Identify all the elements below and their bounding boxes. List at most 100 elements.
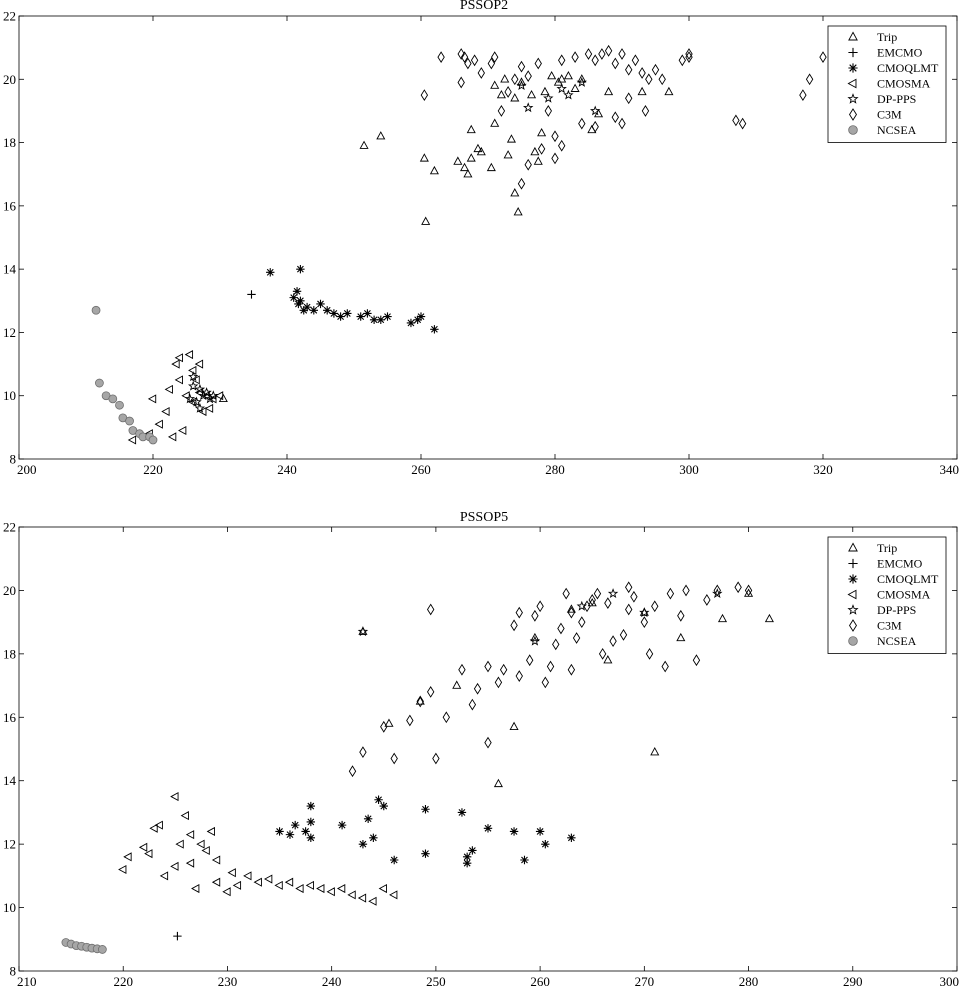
data-point: [218, 393, 228, 403]
x-tick-label: 280: [545, 462, 565, 477]
data-point: [306, 817, 316, 827]
data-point: [206, 826, 215, 836]
y-tick-label: 18: [3, 646, 16, 661]
data-point: [515, 606, 523, 619]
data-point: [625, 581, 633, 594]
data-point: [170, 861, 179, 871]
legend-box: [827, 536, 947, 654]
data-point: [174, 375, 183, 385]
data-point: [323, 306, 332, 315]
data-point: [337, 820, 347, 830]
data-point: [531, 609, 539, 622]
data-point: [510, 93, 520, 102]
data-point: [557, 622, 565, 635]
data-point: [185, 858, 195, 868]
legend-label: CMOSMA: [877, 588, 931, 602]
legend-marker: [848, 47, 858, 58]
data-point: [805, 73, 814, 86]
data-point: [458, 663, 466, 676]
data-point: [144, 849, 153, 859]
data-point: [563, 89, 574, 100]
data-point: [378, 884, 387, 894]
legend-box: [827, 25, 947, 143]
data-point: [676, 632, 686, 642]
data-point: [473, 682, 482, 695]
data-point: [227, 868, 236, 878]
legend-marker: [848, 636, 858, 646]
data-point: [175, 839, 184, 849]
data-point: [732, 114, 740, 127]
data-point: [263, 874, 273, 884]
data-point: [591, 120, 599, 133]
data-point: [147, 394, 157, 404]
data-point: [625, 92, 633, 105]
data-point: [429, 165, 439, 175]
data-point: [358, 839, 368, 849]
data-point: [348, 765, 357, 778]
data-point: [306, 801, 316, 811]
x-tick-label: 240: [322, 974, 342, 989]
data-point: [284, 877, 294, 887]
legend-label: DP-PPS: [877, 92, 916, 106]
data-point: [520, 855, 529, 865]
data-point: [368, 896, 377, 906]
data-point: [589, 105, 601, 116]
data-point: [658, 73, 666, 86]
data-point: [604, 44, 613, 57]
data-point: [161, 406, 170, 417]
x-tick-label: 200: [17, 462, 37, 477]
y-tick-label: 20: [3, 583, 16, 598]
x-tick-label: 290: [843, 974, 863, 989]
data-point: [583, 600, 591, 613]
data-point: [180, 811, 189, 821]
x-tick-label: 270: [635, 974, 655, 989]
data-point: [490, 118, 500, 127]
data-point: [290, 820, 300, 830]
legend-marker: [847, 78, 857, 89]
data-point: [95, 378, 104, 388]
data-point: [463, 169, 473, 178]
data-point: [442, 711, 450, 724]
data-point: [185, 830, 195, 840]
data-point: [619, 628, 628, 641]
data-point: [336, 884, 346, 894]
data-point: [329, 309, 339, 318]
data-point: [214, 391, 224, 401]
legend-label: CMOSMA: [877, 77, 931, 91]
data-point: [356, 312, 365, 321]
data-point: [326, 887, 335, 897]
data-point: [607, 588, 619, 599]
data-point: [677, 609, 685, 622]
data-point: [194, 359, 204, 369]
data-point: [379, 801, 388, 811]
data-point: [484, 660, 492, 673]
data-point: [661, 660, 669, 673]
data-point: [593, 587, 602, 600]
data-point: [127, 435, 137, 445]
data-point: [547, 70, 557, 80]
data-point: [611, 111, 619, 124]
data-point: [125, 416, 134, 426]
data-point: [430, 325, 439, 334]
data-point: [460, 51, 469, 64]
data-point: [97, 945, 107, 954]
data-point: [682, 584, 690, 597]
data-point: [541, 839, 550, 849]
series-c3m: [348, 581, 753, 778]
data-point: [294, 299, 303, 309]
data-point: [562, 587, 570, 600]
x-tick-label: 220: [113, 974, 133, 989]
data-point: [497, 105, 506, 117]
data-point: [460, 162, 470, 172]
chart-title-pssop2: PSSOP2: [460, 0, 508, 13]
legend-label: CMOQLMT: [877, 572, 939, 586]
data-point: [204, 403, 214, 413]
data-point: [384, 718, 394, 727]
data-point: [466, 153, 476, 162]
data-point: [420, 89, 429, 101]
legend-marker: [847, 589, 857, 600]
data-point: [336, 312, 345, 321]
data-point: [296, 264, 305, 274]
data-point: [591, 54, 599, 67]
